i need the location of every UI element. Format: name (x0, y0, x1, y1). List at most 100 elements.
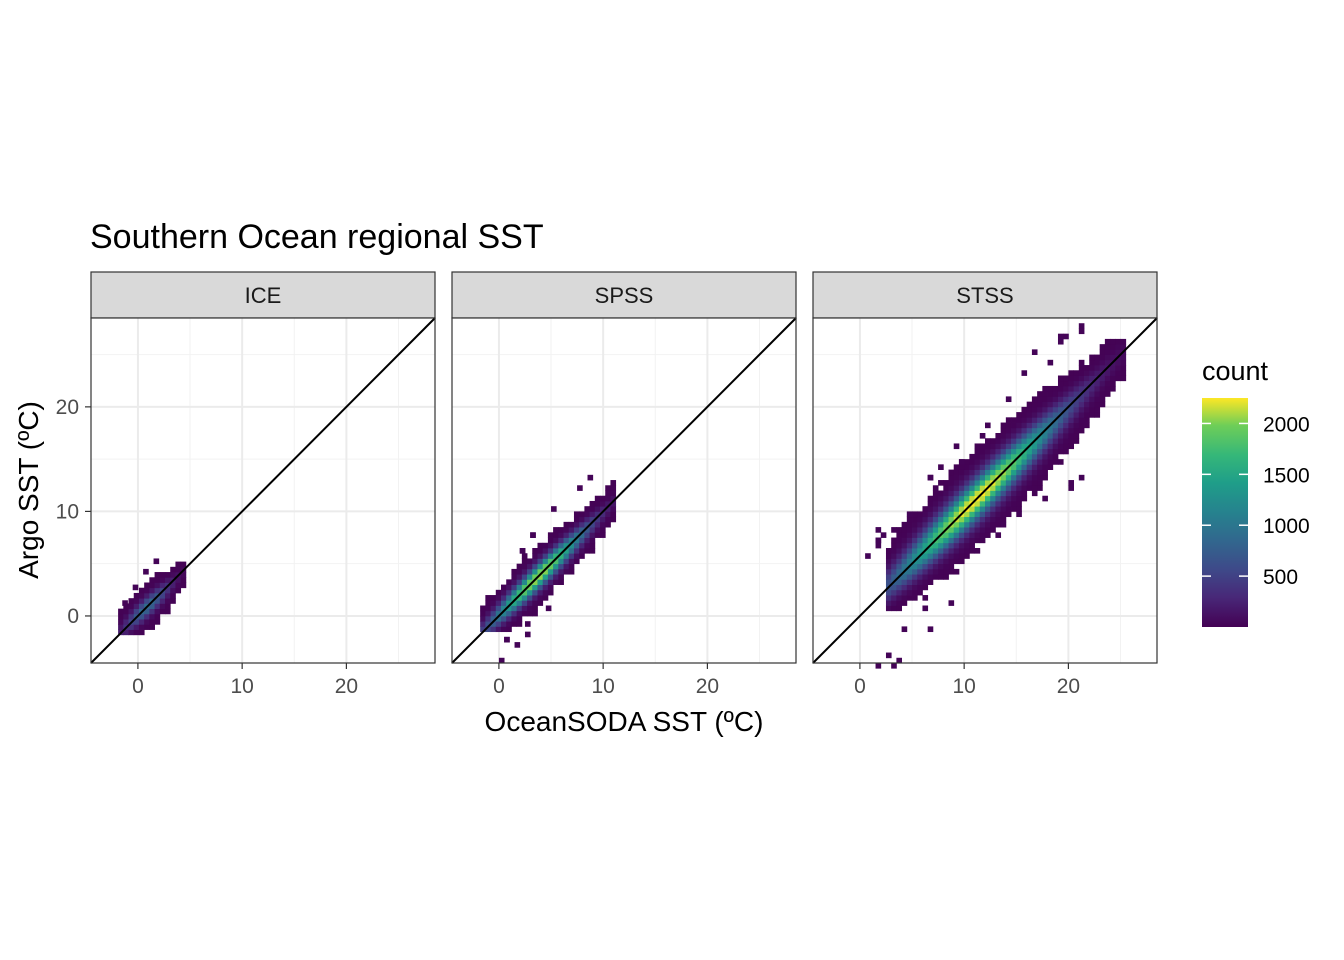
heatmap-bin (1000, 443, 1007, 450)
heatmap-bin (1078, 401, 1085, 408)
heatmap-bin (974, 474, 981, 481)
x-tick-label: 20 (696, 675, 719, 698)
heatmap-bin (1063, 333, 1069, 340)
heatmap-bin (927, 527, 934, 533)
heatmap-bin (1005, 506, 1012, 512)
heatmap-bin (932, 558, 939, 565)
heatmap-bin (584, 542, 590, 549)
heatmap-bin (1084, 380, 1090, 387)
heatmap-bin (527, 610, 533, 617)
heatmap-bin (1052, 459, 1059, 465)
heatmap-bin (1000, 422, 1007, 429)
heatmap-bin (485, 615, 491, 622)
heatmap-bin (943, 480, 949, 486)
heatmap-bin (1021, 480, 1028, 486)
heatmap-bin (1026, 427, 1033, 434)
heatmap-bin (1057, 427, 1064, 434)
heatmap-bin (974, 485, 981, 491)
heatmap-bin (990, 521, 996, 528)
heatmap-bin (1005, 469, 1012, 476)
heatmap-bin (953, 490, 960, 497)
heatmap-bin (563, 537, 570, 544)
heatmap-bin (500, 600, 507, 606)
heatmap-bin (1089, 359, 1095, 366)
heatmap-bin (985, 438, 991, 444)
heatmap-bin (885, 558, 892, 565)
heatmap-bin (594, 516, 601, 523)
heatmap-bin (901, 548, 908, 554)
heatmap-bin (1031, 427, 1038, 434)
heatmap-bin (579, 521, 585, 528)
heatmap-bin (995, 480, 1002, 486)
heatmap-bin (917, 568, 923, 575)
heatmap-bin (912, 553, 918, 559)
heatmap-bin (1031, 474, 1038, 481)
heatmap-bin (1047, 417, 1054, 423)
heatmap-bin (123, 608, 129, 615)
heatmap-bin (1000, 474, 1007, 481)
heatmap-bin (542, 584, 549, 591)
heatmap-bin (917, 542, 923, 549)
heatmap-bin (521, 574, 528, 580)
heatmap-bin (1000, 438, 1007, 444)
heatmap-bin (1063, 412, 1069, 418)
heatmap-bin (974, 537, 981, 544)
heatmap-bin (906, 542, 913, 549)
heatmap-bin (537, 579, 544, 585)
heatmap-bin (985, 459, 991, 465)
heatmap-bin (1021, 485, 1028, 491)
heatmap-bin (1089, 354, 1095, 361)
heatmap-bin (865, 553, 871, 559)
heatmap-bin (605, 490, 611, 497)
heatmap-bin (584, 532, 590, 538)
heatmap-bin (1037, 459, 1043, 465)
heatmap-bin (948, 500, 955, 507)
heatmap-bin (1078, 417, 1085, 423)
heatmap-bin (180, 582, 187, 589)
heatmap-bin (516, 615, 523, 622)
heatmap-bin (1057, 443, 1064, 450)
heatmap-bin (885, 563, 892, 570)
heatmap-bin (154, 577, 161, 583)
heatmap-bin (1037, 427, 1043, 434)
heatmap-bin (938, 574, 944, 580)
heatmap-bin (1052, 427, 1059, 434)
heatmap-bin (511, 574, 518, 580)
heatmap-bin (542, 589, 549, 596)
heatmap-bin (170, 592, 176, 599)
heatmap-bin (906, 574, 913, 580)
heatmap-bin (932, 506, 939, 512)
heatmap-bin (568, 532, 575, 538)
heatmap-bin (953, 521, 960, 528)
heatmap-bin (906, 548, 913, 554)
heatmap-bin (537, 553, 544, 559)
heatmap-bin (948, 600, 955, 606)
heatmap-bin (985, 506, 991, 512)
heatmap-bin (1005, 511, 1012, 518)
heatmap-bin (948, 485, 955, 491)
heatmap-bin (958, 516, 965, 523)
heatmap-bin (1016, 417, 1022, 423)
heatmap-bin (511, 584, 518, 591)
heatmap-bin (974, 527, 981, 533)
heatmap-bin (480, 626, 486, 633)
heatmap-bin (506, 626, 512, 633)
heatmap-bin (1021, 406, 1028, 413)
heatmap-bin (547, 553, 554, 559)
heatmap-bin (995, 469, 1002, 476)
heatmap-bin (563, 521, 570, 528)
heatmap-bin (480, 621, 486, 627)
heatmap-bin (527, 574, 533, 580)
heatmap-bin (974, 500, 981, 507)
heatmap-bin (938, 558, 944, 565)
heatmap-bin (553, 553, 559, 559)
heatmap-bin (511, 615, 518, 622)
heatmap-bin (123, 619, 129, 625)
heatmap-bin (573, 542, 580, 549)
heatmap-bin (912, 542, 918, 549)
heatmap-bin (964, 485, 970, 491)
heatmap-bin (985, 464, 991, 470)
heatmap-bin (891, 584, 897, 591)
facet-strip (90, 271, 436, 319)
heatmap-bin (995, 495, 1002, 502)
